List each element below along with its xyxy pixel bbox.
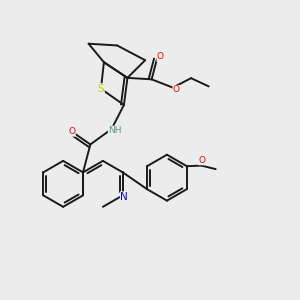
Text: N: N	[120, 192, 128, 202]
Text: O: O	[157, 52, 164, 62]
Text: S: S	[98, 84, 104, 94]
Text: NH: NH	[108, 126, 122, 135]
Text: O: O	[199, 156, 206, 165]
Text: O: O	[68, 127, 75, 136]
Text: O: O	[173, 85, 180, 94]
